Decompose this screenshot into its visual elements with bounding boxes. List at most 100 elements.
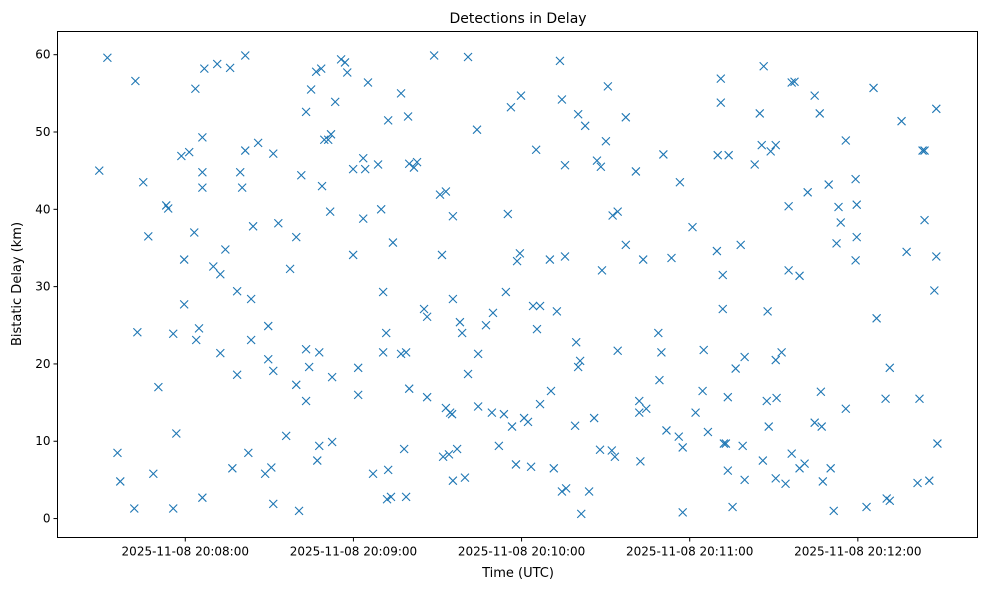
data-point — [571, 337, 581, 347]
data-point — [189, 228, 199, 237]
data-point-stroke — [378, 287, 388, 297]
data-point — [291, 380, 301, 390]
data-point-stroke — [473, 402, 483, 411]
data-point — [215, 269, 225, 279]
data-point — [915, 394, 924, 404]
data-point — [549, 463, 559, 473]
data-point-stroke — [190, 84, 200, 94]
data-point-stroke — [784, 266, 794, 275]
data-point — [829, 506, 839, 516]
data-point-stroke — [731, 364, 741, 373]
data-point — [132, 327, 142, 337]
data-point-stroke — [323, 135, 333, 145]
data-point — [368, 469, 378, 479]
data-point — [740, 475, 750, 485]
data-point — [523, 417, 533, 427]
data-point-stroke — [506, 102, 516, 112]
data-point-stroke — [915, 394, 924, 404]
data-point-stroke — [358, 214, 368, 223]
data-point — [872, 313, 882, 323]
data-point — [810, 91, 820, 101]
data-point — [897, 116, 906, 126]
data-point-stroke — [215, 269, 225, 279]
data-point — [662, 426, 671, 435]
data-point — [703, 427, 713, 437]
data-point — [573, 362, 583, 372]
data-point-stroke — [560, 252, 570, 261]
data-point — [787, 78, 797, 87]
data-point — [913, 478, 922, 488]
data-point — [481, 320, 491, 330]
data-point-stroke — [473, 349, 483, 359]
data-point — [263, 321, 273, 331]
data-point-stroke — [383, 116, 393, 125]
data-point-stroke — [699, 345, 709, 355]
data-point — [266, 463, 276, 472]
data-point-stroke — [667, 253, 676, 263]
data-point-stroke — [589, 413, 599, 423]
data-point-stroke — [759, 61, 769, 71]
data-point — [771, 473, 781, 483]
data-point-stroke — [353, 363, 363, 373]
data-point — [348, 250, 358, 260]
data-point — [795, 271, 804, 281]
data-point — [526, 462, 536, 472]
data-point — [552, 306, 562, 316]
data-point — [184, 147, 194, 157]
data-point-stroke — [613, 346, 623, 356]
data-point-stroke — [762, 396, 772, 406]
data-point-stroke — [296, 170, 306, 180]
data-point-stroke — [246, 294, 256, 304]
data-point — [291, 232, 301, 242]
data-point — [340, 58, 350, 67]
data-point-stroke — [546, 386, 556, 396]
data-point — [296, 170, 306, 180]
data-point — [301, 107, 311, 117]
data-point-stroke — [487, 408, 497, 418]
data-point — [437, 250, 447, 260]
data-point-stroke — [448, 476, 458, 486]
data-point-stroke — [199, 64, 209, 73]
data-point — [655, 375, 664, 385]
data-point — [772, 393, 781, 403]
data-point-stroke — [503, 209, 513, 219]
data-point-stroke — [603, 82, 613, 91]
y-tick-label: 0 — [43, 512, 51, 526]
data-point-stroke — [607, 446, 617, 455]
data-point-stroke — [613, 207, 623, 217]
data-point — [448, 476, 458, 486]
x-axis-label: Time (UTC) — [481, 566, 554, 581]
data-point-stroke — [304, 362, 314, 372]
data-point — [353, 390, 363, 400]
data-point — [444, 450, 454, 459]
data-point-stroke — [885, 496, 895, 506]
data-point — [191, 335, 201, 345]
data-point — [281, 431, 291, 441]
data-point-stroke — [718, 270, 728, 280]
data-point — [771, 355, 781, 365]
y-tick-label: 10 — [35, 434, 50, 448]
data-point-stroke — [404, 384, 414, 394]
data-point — [596, 162, 606, 172]
data-point-stroke — [163, 204, 173, 213]
data-point — [317, 181, 327, 191]
data-point — [918, 146, 927, 155]
data-point — [653, 328, 663, 338]
data-point-stroke — [448, 294, 458, 304]
plot-frame — [57, 31, 978, 538]
data-point-stroke — [691, 408, 700, 418]
data-point-stroke — [330, 97, 340, 107]
data-point — [576, 509, 586, 519]
data-point — [817, 422, 827, 431]
data-point-stroke — [924, 476, 934, 486]
data-point-stroke — [404, 159, 414, 169]
data-point-stroke — [810, 91, 820, 101]
data-point-stroke — [738, 441, 748, 451]
data-point-stroke — [129, 504, 139, 513]
data-point — [373, 160, 383, 169]
data-point-stroke — [382, 494, 392, 504]
data-point — [304, 362, 314, 372]
data-point — [403, 112, 413, 121]
data-point — [323, 135, 333, 145]
